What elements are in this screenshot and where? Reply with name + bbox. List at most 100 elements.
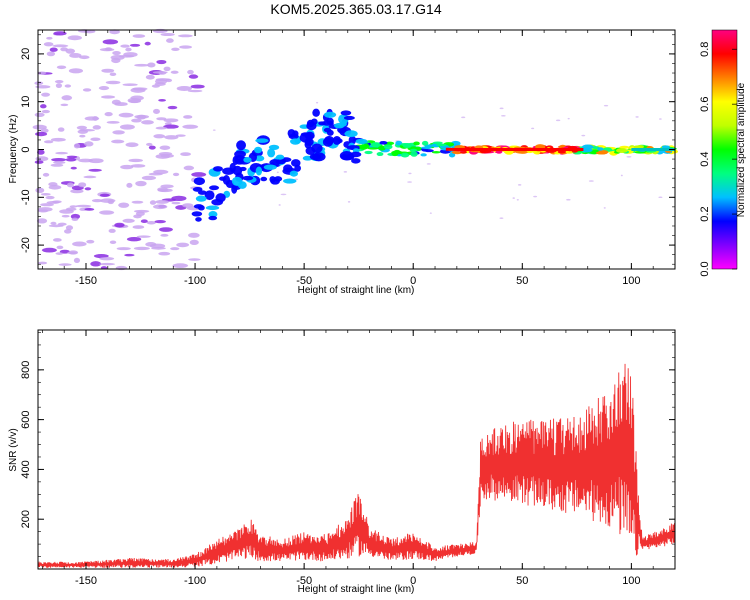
spectrogram-noise-blob	[70, 189, 84, 194]
spectrogram-noise-blob	[64, 84, 72, 88]
spectrogram-noise-blob	[188, 232, 200, 238]
spectrogram-noise-blob	[499, 217, 504, 219]
spectrogram-signal-blob	[193, 177, 205, 186]
spectrogram-noise-blob	[626, 155, 632, 158]
spectrogram-noise-blob	[501, 114, 506, 117]
spectrogram-signal-blob	[283, 164, 293, 173]
spectrogram-noise-blob	[153, 108, 160, 114]
spectrogram-noise-blob	[133, 246, 150, 251]
colorbar-frame	[711, 29, 738, 270]
spectrogram-noise-blob	[163, 118, 179, 123]
colorbar-gradient	[712, 30, 737, 269]
spectrogram-noise-blob	[40, 128, 49, 133]
spectrogram-noise-blob	[58, 263, 72, 266]
spectrogram-noise-blob	[315, 101, 319, 104]
spectrogram-noise-blob	[517, 184, 522, 186]
spectrogram-noise-blob	[48, 185, 62, 190]
spectrogram-signal-blob	[236, 140, 246, 151]
spectrogram-noise-blob	[90, 261, 102, 267]
spectrogram-noise-blob	[183, 165, 195, 171]
colorbar-tick-label: 0.0	[699, 261, 711, 276]
spectrogram-noise-blob	[34, 81, 44, 85]
spectrogram-noise-blob	[126, 237, 142, 242]
spectrogram-noise-blob	[65, 207, 77, 211]
spectrogram-noise-blob	[588, 180, 594, 182]
spectrogram-noise-blob	[191, 172, 207, 177]
spectrogram-noise-blob	[86, 239, 95, 244]
colorbar: 0.0 0.2 0.4 0.6 0.8 Normalized spectral ampl…	[699, 29, 747, 277]
spectrogram-noise-blob	[40, 104, 47, 109]
spectrogram-noise-blob	[109, 72, 117, 76]
spectrogram-signal-blob	[376, 152, 384, 157]
spectrogram-signal-blob	[420, 153, 427, 157]
spectrogram-noise-blob	[149, 243, 166, 249]
spectrogram-noise-blob	[154, 220, 166, 224]
spectrogram-signal-blob	[267, 148, 276, 158]
spectrogram-signal-blob	[379, 140, 388, 145]
spectrogram-noise-blob	[160, 32, 175, 37]
spectrogram-noise-blob	[115, 265, 128, 271]
snr-y-axis-label: SNR (v/v)	[8, 428, 19, 471]
spectrogram-noise-blob	[37, 71, 47, 75]
spectrogram-signal-blob	[400, 152, 410, 158]
snr-x-ticks: -150 -100 -50 0 50 100	[42, 330, 676, 587]
spectrogram-signal-blob	[432, 141, 443, 145]
x-tick-label: -100	[184, 275, 206, 287]
spectrogram-noise-blob	[71, 217, 79, 222]
spectrogram-noise-blob	[88, 158, 104, 164]
spectrogram-y-axis-label: Frequency (Hz)	[8, 115, 19, 184]
spectrogram-noise-blob	[53, 161, 66, 164]
y-tick-label: 600	[20, 410, 32, 428]
x-tick-label: 0	[410, 275, 416, 287]
spectrogram-signal-blob	[291, 159, 301, 167]
spectrogram-noise-blob	[129, 43, 141, 47]
spectrogram-noise-blob	[36, 218, 48, 224]
spectrogram-noise-blob	[41, 109, 50, 114]
spectrogram-noise-blob	[79, 55, 90, 60]
spectrogram-noise-blob	[37, 207, 53, 212]
spectrogram-noise-blob	[149, 200, 157, 205]
spectrogram-noise-blob	[34, 160, 44, 164]
spectrogram-signal-blob	[243, 156, 252, 163]
spectrogram-signal-blob	[208, 210, 218, 218]
spectrogram-noise-blob	[109, 29, 120, 35]
snr-frame	[37, 329, 676, 570]
colorbar-tick-label: 0.8	[699, 42, 711, 57]
spectrogram-signal-blob	[616, 148, 628, 154]
spectrogram-noise-blob	[172, 172, 180, 177]
spectrogram-noise-blob	[82, 88, 92, 92]
colorbar-label: Normalized spectral amplitude	[736, 82, 747, 217]
spectrogram-noise-blob	[56, 245, 64, 250]
spectrogram-noise-blob	[40, 192, 51, 196]
spectrogram-noise-blob	[120, 44, 130, 48]
spectrogram-noise-blob	[132, 87, 148, 91]
spectrogram-noise-blob	[68, 68, 84, 74]
spectrogram-noise-blob	[35, 85, 51, 89]
y-tick-label: 10	[20, 96, 32, 108]
spectrogram-noise-blob	[658, 118, 662, 120]
spectrogram-signal-blob	[254, 146, 263, 154]
spectrogram-signal-blob	[597, 147, 604, 151]
spectrogram-noise-blob	[188, 74, 199, 79]
spectrogram-noise-blob	[171, 47, 180, 52]
spectrogram-noise-blob	[555, 119, 561, 122]
spectrogram-noise-blob	[407, 181, 412, 183]
spectrogram-noise-blob	[50, 221, 57, 225]
spectrogram-noise-blob	[429, 212, 432, 214]
spectrogram-noise-blob	[111, 99, 121, 105]
spectrogram-noise-blob	[180, 152, 191, 156]
spectrogram-noise-blob	[153, 204, 168, 210]
spectrogram-noise-blob	[130, 95, 144, 101]
spectrogram-noise-blob	[105, 80, 121, 85]
spectrogram-noise-blob	[175, 134, 186, 137]
spectrogram-noise-blob	[54, 79, 64, 84]
spectrogram-noise-blob	[566, 198, 571, 201]
spectrogram-noise-blob	[41, 247, 57, 253]
spectrogram-noise-blob	[141, 175, 157, 181]
spectrogram-noise-blob	[187, 89, 203, 93]
spectrogram-noise-blob	[118, 112, 134, 118]
spectrogram-noise-blob	[55, 83, 63, 89]
spectrogram-noise-blob	[78, 158, 93, 163]
x-tick-label: 100	[622, 575, 640, 587]
spectrogram-x-axis-label: Height of straight line (km)	[298, 285, 415, 296]
